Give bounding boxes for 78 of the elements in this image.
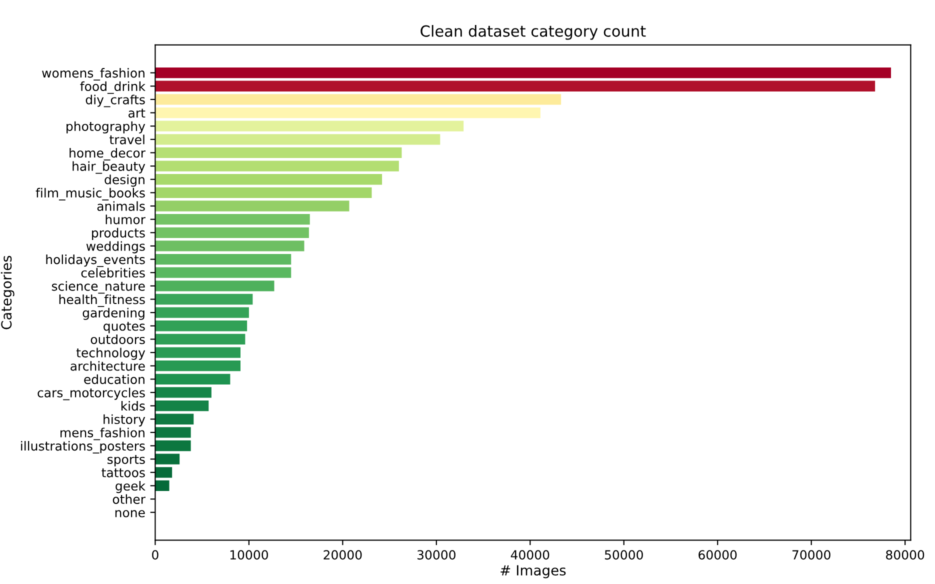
y-tick-label: gardening — [82, 308, 144, 320]
bar — [155, 400, 209, 412]
bar — [155, 360, 241, 372]
bar — [155, 94, 562, 105]
y-tick-label: travel — [110, 134, 144, 144]
y-tick-label: womens_fashion — [42, 68, 144, 81]
bar — [155, 254, 292, 265]
y-tick-label: technology — [76, 348, 146, 360]
bar — [155, 480, 170, 492]
y-tick-label: home_decor — [70, 148, 146, 160]
bar — [155, 280, 274, 292]
bar — [155, 107, 540, 118]
bar — [155, 374, 230, 384]
y-tick-label: film_music_books — [36, 188, 145, 200]
y-tick-label: geek — [116, 480, 146, 494]
y-tick-label: diy_crafts — [86, 94, 145, 108]
y-tick-label: art — [128, 108, 146, 118]
y-tick-label: food_drink — [80, 81, 146, 94]
y-tick-label: tattoos — [102, 468, 145, 478]
x-axis-title: # Images — [500, 565, 566, 578]
x-tick-label: 10000 — [230, 550, 268, 560]
bar — [155, 160, 399, 172]
y-tick-label: animals — [97, 201, 145, 211]
y-tick-label: products — [92, 228, 145, 240]
bar — [155, 227, 309, 238]
x-tick-label: 60000 — [698, 550, 737, 560]
y-tick-label: mens_fashion — [60, 428, 144, 440]
y-tick-label: hair_beauty — [72, 161, 146, 174]
y-tick-label: celebrities — [81, 268, 145, 278]
bar — [155, 387, 212, 398]
y-tick-label: photography — [66, 121, 146, 134]
x-tick-label: 40000 — [510, 550, 550, 560]
y-tick-label: humor — [106, 214, 146, 224]
y-tick-label: design — [104, 174, 144, 187]
bar — [155, 214, 310, 225]
y-tick-label: sports — [108, 455, 145, 466]
x-tick-label: 80000 — [886, 550, 924, 560]
bar — [155, 414, 194, 424]
bar — [155, 320, 248, 332]
x-tick-label: 20000 — [324, 550, 362, 560]
bar — [155, 67, 892, 78]
bar — [155, 467, 172, 478]
y-tick-label: other — [112, 494, 146, 504]
y-tick-label: weddings — [86, 241, 145, 254]
y-tick-label: quotes — [104, 322, 145, 334]
y-tick-label: illustrations_posters — [21, 441, 145, 454]
bar — [155, 267, 292, 278]
x-tick-label: 30000 — [417, 550, 456, 560]
y-tick-label: history — [104, 414, 146, 426]
bar — [155, 147, 402, 158]
y-tick-label: outdoors — [90, 334, 145, 344]
y-tick-label: none — [115, 510, 145, 518]
x-tick-label: 0 — [152, 550, 158, 560]
bar — [155, 334, 246, 345]
y-tick-label: science_nature — [52, 281, 145, 294]
bar — [155, 440, 191, 452]
bar — [155, 120, 464, 132]
y-tick-label: kids — [121, 401, 145, 411]
bar — [155, 187, 372, 198]
y-tick-label: education — [84, 374, 144, 384]
y-axis-title: Categories — [0, 256, 14, 330]
bar — [155, 427, 191, 438]
x-tick-label: 50000 — [604, 550, 643, 560]
bar — [155, 240, 304, 252]
bar — [155, 294, 253, 305]
bar — [155, 347, 241, 358]
y-tick-label: health_fitness — [59, 294, 145, 307]
bar — [155, 80, 876, 92]
bar — [155, 134, 440, 145]
bar — [155, 174, 382, 185]
x-tick-label: 70000 — [792, 550, 830, 560]
y-tick-label: architecture — [70, 361, 145, 371]
bar — [155, 454, 180, 464]
y-tick-label: holidays_events — [46, 254, 145, 267]
chart-title: Clean dataset category count — [420, 25, 646, 40]
y-tick-label: cars_motorcycles — [38, 388, 145, 400]
bar — [155, 307, 249, 318]
bar — [155, 200, 350, 212]
